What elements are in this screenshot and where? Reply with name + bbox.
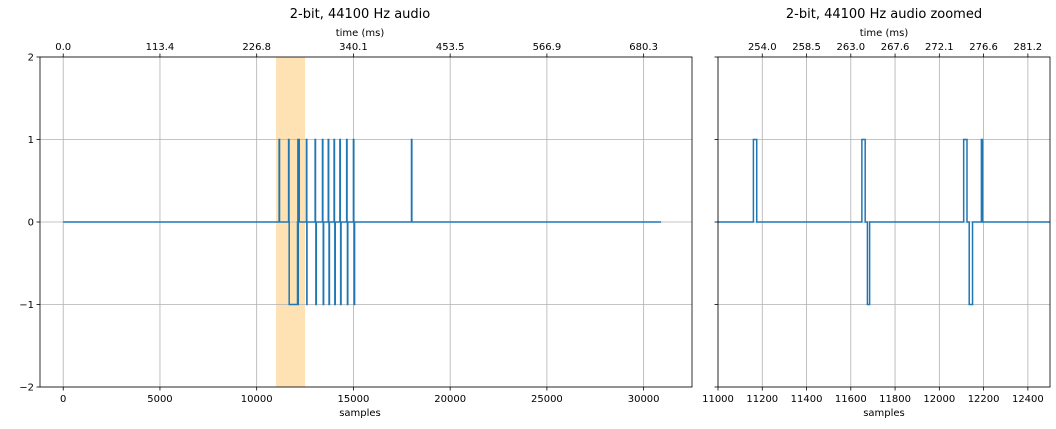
main-chart-x-tick-label: 30000 (628, 394, 660, 405)
zoom-chart-x-tick-label: 12400 (1012, 394, 1044, 405)
zoom-chart-x-tick-label: 11400 (791, 394, 823, 405)
main-chart-y-tick-label: 2 (28, 53, 34, 64)
main-chart-top-axis-label: time (ms) (336, 28, 385, 39)
main-chart-top-tick-label: 453.5 (436, 42, 465, 53)
main-chart-y-tick-label: 1 (28, 135, 34, 146)
zoom-chart-top-tick-label: 258.5 (792, 42, 821, 53)
zoom-chart-x-tick-label: 11200 (746, 394, 778, 405)
main-chart-x-tick-label: 10000 (241, 394, 273, 405)
zoom-chart: 2-bit, 44100 Hz audio zoomed time (ms) s… (702, 7, 1051, 419)
main-chart: 2-bit, 44100 Hz audio time (ms) samples … (19, 7, 693, 419)
zoom-chart-top-tick-label: 254.0 (748, 42, 777, 53)
main-chart-x-tick-label: 0 (60, 394, 66, 405)
zoom-chart-top-tick-label: 263.0 (836, 42, 865, 53)
main-chart-top-tick-label: 680.3 (629, 42, 658, 53)
main-chart-top-tick-label: 113.4 (146, 42, 175, 53)
main-chart-x-tick-label: 5000 (147, 394, 172, 405)
zoom-chart-top-tick-label: 267.6 (881, 42, 910, 53)
zoom-chart-x-axis-label: samples (863, 408, 905, 419)
zoom-chart-x-tick-label: 11600 (835, 394, 867, 405)
zoom-chart-series-line (718, 138, 1050, 306)
zoom-chart-top-axis-label: time (ms) (860, 28, 909, 39)
zoom-chart-top-tick-label: 276.6 (969, 42, 998, 53)
main-chart-title: 2-bit, 44100 Hz audio (290, 7, 430, 22)
main-chart-top-tick-label: 566.9 (533, 42, 562, 53)
main-chart-top-tick-label: 0.0 (55, 42, 71, 53)
zoom-chart-top-tick-label: 272.1 (925, 42, 954, 53)
main-chart-x-tick-label: 25000 (531, 394, 563, 405)
main-chart-top-tick-label: 226.8 (242, 42, 271, 53)
zoom-chart-x-tick-label: 11800 (879, 394, 911, 405)
zoom-chart-x-tick-label: 11000 (702, 394, 734, 405)
main-chart-y-tick-label: −2 (19, 383, 34, 394)
zoom-chart-x-tick-label: 12200 (968, 394, 1000, 405)
zoom-chart-top-tick-label: 281.2 (1014, 42, 1043, 53)
main-chart-top-tick-label: 340.1 (339, 42, 368, 53)
zoom-chart-title: 2-bit, 44100 Hz audio zoomed (786, 7, 982, 22)
main-chart-y-tick-label: 0 (28, 218, 34, 229)
main-chart-x-tick-label: 15000 (338, 394, 370, 405)
zoom-chart-x-tick-label: 12000 (923, 394, 955, 405)
main-chart-x-tick-label: 20000 (434, 394, 466, 405)
main-chart-series-line (63, 138, 662, 306)
main-chart-y-tick-label: −1 (19, 300, 34, 311)
main-chart-x-axis-label: samples (339, 408, 381, 419)
